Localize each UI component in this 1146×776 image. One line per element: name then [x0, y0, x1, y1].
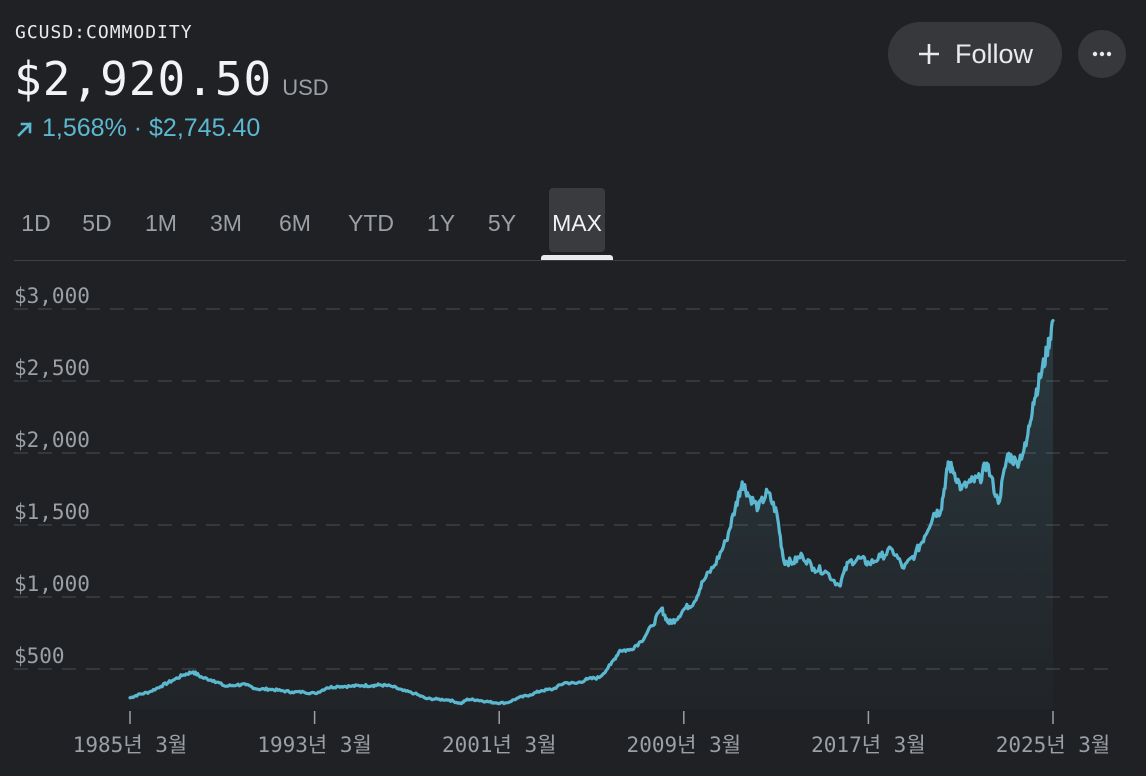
x-tick-label: 1993년 3월 — [257, 733, 372, 757]
y-tick-label: $2,500 — [14, 356, 90, 380]
follow-button[interactable]: Follow — [888, 22, 1062, 86]
plus-icon — [917, 42, 941, 66]
price-change: 1,568% · $2,745.40 — [14, 114, 260, 143]
y-tick-label: $1,000 — [14, 572, 90, 596]
ticker-symbol: GCUSD:COMMODITY — [15, 22, 193, 43]
change-value: 1,568% · $2,745.40 — [42, 114, 261, 142]
follow-label: Follow — [954, 38, 1034, 69]
tab-ytd[interactable]: YTD — [348, 209, 394, 236]
y-tick-label: $2,000 — [14, 428, 90, 452]
x-tick-label: 2025년 3월 — [996, 733, 1111, 757]
y-tick-label: $3,000 — [14, 284, 90, 308]
tabs-divider — [14, 260, 1126, 261]
tab-6m[interactable]: 6M — [279, 209, 311, 236]
more-horizontal-icon — [1092, 51, 1112, 57]
tab-max[interactable]: MAX — [541, 186, 613, 260]
price-area — [130, 320, 1053, 709]
tab-3m[interactable]: 3M — [210, 209, 242, 236]
tab-1y[interactable]: 1Y — [426, 209, 456, 236]
active-tab-indicator — [541, 255, 613, 260]
y-tick-label: $1,500 — [14, 500, 90, 524]
time-range-tabs: 1D 5D 1M 3M 6M YTD 1Y 5Y MAX — [0, 186, 1146, 260]
more-options-button[interactable] — [1078, 30, 1126, 78]
arrow-up-right-icon — [14, 118, 36, 140]
current-price: $2,920.50 — [14, 52, 273, 106]
tab-1m[interactable]: 1M — [145, 209, 177, 236]
price-line — [128, 318, 1055, 706]
x-tick-label: 2017년 3월 — [811, 733, 926, 757]
tab-1d[interactable]: 1D — [21, 209, 51, 236]
tab-5y[interactable]: 5Y — [487, 209, 517, 236]
x-tick-label: 2001년 3월 — [442, 733, 557, 757]
y-tick-label: $500 — [14, 644, 65, 668]
x-tick-label: 1985년 3월 — [73, 733, 188, 757]
tab-5d[interactable]: 5D — [82, 209, 112, 236]
currency-label: USD — [282, 75, 329, 100]
x-tick-label: 2009년 3월 — [627, 733, 742, 757]
price-row: $2,920.50 USD — [14, 52, 329, 106]
